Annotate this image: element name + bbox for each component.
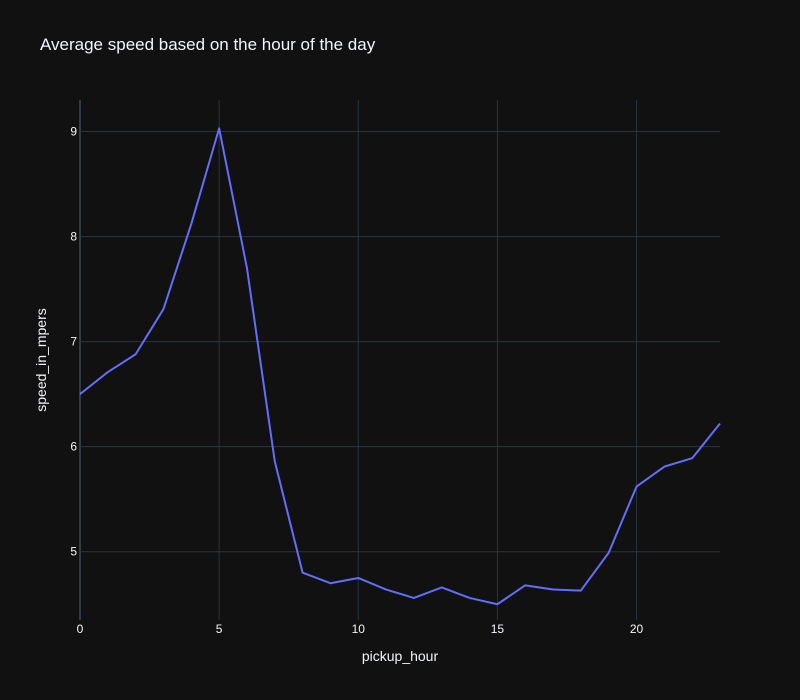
x-tick-label: 10: [352, 622, 366, 636]
y-axis-title: speed_in_mpers: [33, 308, 49, 412]
x-tick-label: 15: [491, 622, 505, 636]
y-tick-label: 9: [70, 125, 77, 139]
x-tick-label: 0: [77, 622, 84, 636]
series-line: [79, 127, 721, 606]
x-axis-title: pickup_hour: [362, 648, 439, 664]
grid: [79, 100, 720, 620]
y-axis-ticks: 5 6 7 8 9: [70, 125, 77, 559]
y-tick-label: 8: [70, 230, 77, 244]
y-tick-label: 6: [70, 440, 77, 454]
x-tick-label: 20: [630, 622, 644, 636]
chart-title: Average speed based on the hour of the d…: [40, 35, 376, 54]
y-tick-label: 7: [70, 335, 77, 349]
series-group: [79, 127, 721, 606]
x-axis-ticks: 0 5 10 15 20: [77, 622, 644, 636]
x-tick-label: 5: [216, 622, 223, 636]
y-tick-label: 5: [70, 545, 77, 559]
